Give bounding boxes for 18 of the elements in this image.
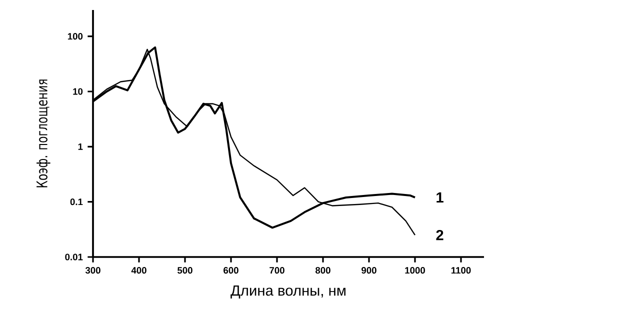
series-label: 2 bbox=[436, 230, 444, 240]
y-axis-title: Коэф. поглощения bbox=[36, 80, 50, 188]
x-tick-label: 900 bbox=[362, 267, 376, 274]
x-tick-label: 300 bbox=[85, 267, 100, 274]
x-tick-label: 500 bbox=[178, 267, 192, 274]
y-tick-label: 10 bbox=[73, 88, 83, 95]
series-label: 1 bbox=[436, 192, 444, 203]
x-tick-label: 1000 bbox=[405, 267, 425, 274]
x-tick-label: 1100 bbox=[451, 267, 471, 274]
y-tick-label: 1 bbox=[78, 143, 83, 150]
x-tick-label: 600 bbox=[224, 267, 238, 274]
x-tick-label: 700 bbox=[270, 267, 284, 274]
y-tick-label: 0.01 bbox=[65, 254, 83, 260]
x-axis-title: Длина волны, нм bbox=[230, 286, 346, 299]
x-tick-label: 800 bbox=[316, 267, 330, 274]
y-tick-label: 0.1 bbox=[70, 198, 83, 206]
x-tick-label: 400 bbox=[131, 267, 146, 274]
y-tick-label: 100 bbox=[68, 33, 83, 40]
